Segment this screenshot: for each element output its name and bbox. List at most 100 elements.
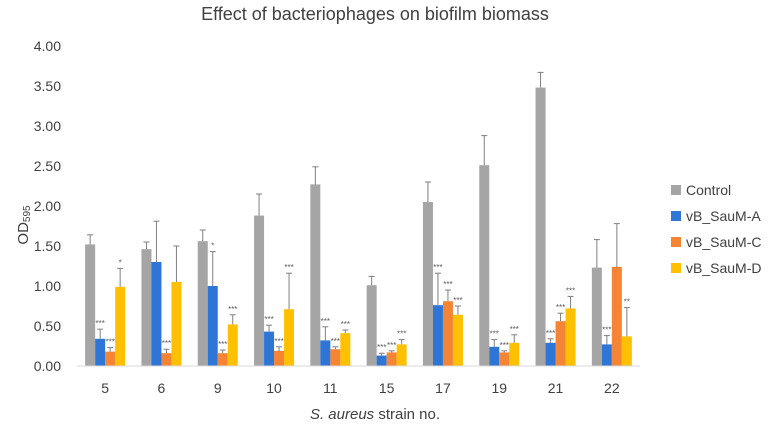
bar-vb-saum-d: [396, 344, 407, 366]
bar-vb-saum-c: [274, 350, 285, 366]
y-tick-label: 0.50: [34, 318, 61, 334]
bar-control: [422, 202, 433, 366]
bar-vb-saum-a: [376, 355, 387, 366]
x-axis-label-italic: S. aureus: [310, 406, 375, 423]
legend-label: Control: [686, 182, 731, 198]
x-axis-label-rest: strain no.: [374, 406, 440, 423]
legend-label: vB_SauM-D: [686, 260, 761, 276]
significance-label: ***: [602, 326, 611, 335]
significance-label: ***: [228, 305, 237, 314]
bar-control: [366, 285, 377, 366]
bar-vb-saum-c: [217, 353, 228, 366]
x-tick-label: 5: [101, 380, 109, 396]
x-tick-label: 15: [379, 380, 395, 396]
y-tick-label: 2.50: [34, 158, 61, 174]
bar-vb-saum-d: [115, 286, 126, 366]
significance-label: ***: [546, 329, 555, 338]
x-tick-label: 22: [604, 380, 620, 396]
legend-swatch: [671, 211, 681, 221]
bar-vb-saum-c: [330, 349, 341, 366]
x-axis-label: S. aureus strain no.: [310, 406, 440, 423]
bar-vb-saum-a: [432, 305, 443, 366]
bar-vb-saum-d: [284, 309, 295, 366]
significance-label: ***: [387, 341, 396, 350]
bar-vb-saum-a: [545, 342, 556, 366]
significance-label: ***: [331, 337, 340, 346]
bars-group: ************************************** **…: [85, 71, 632, 366]
bar-vb-saum-d: [509, 342, 520, 366]
significance-label: ***: [490, 330, 499, 339]
bar-control: [310, 184, 321, 366]
significance-label: *: [211, 242, 214, 251]
bar-vb-saum-a: [601, 344, 612, 366]
significance-label: ***: [284, 263, 293, 272]
significance-label: ***: [500, 341, 509, 350]
legend-label: vB_SauM-A: [686, 208, 761, 224]
significance-label: ***: [556, 303, 565, 312]
x-tick-label: 17: [435, 380, 451, 396]
bar-vb-saum-c: [161, 353, 172, 366]
x-tick-label: 21: [548, 380, 564, 396]
bar-vb-saum-d: [340, 333, 351, 366]
legend-label: vB_SauM-C: [686, 234, 761, 250]
bar-vb-saum-a: [95, 338, 106, 366]
significance-label: *: [119, 258, 122, 267]
bar-vb-saum-d: [565, 308, 576, 366]
y-tick-label: 4.00: [34, 38, 61, 54]
y-axis-label-subscript: 595: [22, 205, 33, 222]
significance-label: ***: [377, 343, 386, 352]
significance-label: ***: [341, 320, 350, 329]
bar-control: [197, 241, 208, 366]
x-tick-label: 11: [323, 380, 338, 396]
bar-vb-saum-a: [320, 340, 331, 366]
bar-control: [254, 215, 265, 366]
x-tick-label: 10: [266, 380, 282, 396]
significance-label: ***: [443, 280, 452, 289]
significance-label: ***: [162, 339, 171, 348]
bar-vb-saum-a: [489, 346, 500, 366]
y-tick-label: 1.00: [34, 278, 61, 294]
significance-label: ***: [397, 330, 406, 339]
significance-label: ***: [264, 315, 273, 324]
significance-label: ***: [453, 296, 462, 305]
bar-vb-saum-a: [264, 331, 275, 366]
bar-vb-saum-d: [452, 314, 463, 366]
bar-vb-saum-a: [151, 262, 162, 366]
significance-label: ***: [566, 286, 575, 295]
bar-control: [535, 87, 546, 366]
significance-label: **: [624, 298, 630, 307]
bar-vb-saum-a: [207, 286, 218, 366]
chart-title: Effect of bacteriophages on biofilm biom…: [201, 4, 549, 24]
bar-control: [141, 249, 152, 366]
bar-vb-saum-c: [442, 301, 453, 366]
x-tick-label: 19: [491, 380, 507, 396]
bar-control: [85, 244, 96, 366]
significance-label: ***: [105, 338, 114, 347]
x-tick-label: 6: [158, 380, 166, 396]
x-axis-ticks: 5 6 9 10 11 15 17 19 21 22: [101, 380, 620, 396]
bar-vb-saum-d: [621, 336, 632, 366]
y-tick-label: 3.50: [34, 78, 61, 94]
bar-vb-saum-c: [555, 321, 566, 366]
significance-label: ***: [321, 317, 330, 326]
y-axis-label-main: OD: [15, 222, 32, 245]
bar-control: [591, 267, 602, 366]
bar-vb-saum-c: [105, 351, 116, 366]
y-tick-label: 3.00: [34, 118, 61, 134]
bar-vb-saum-d: [171, 282, 182, 366]
legend-swatch: [671, 185, 681, 195]
bar-vb-saum-c: [611, 266, 622, 366]
significance-label: ***: [510, 325, 519, 334]
significance-label: ***: [95, 319, 104, 328]
bar-vb-saum-c: [386, 352, 397, 366]
y-axis-ticks: 0.00 0.50 1.00 1.50 2.00 2.50 3.00 3.50 4.00: [34, 38, 61, 374]
bar-vb-saum-d: [227, 324, 238, 366]
y-axis-label: OD595: [15, 205, 33, 245]
legend: Control vB_SauM-A vB_SauM-C vB_SauM-D: [671, 182, 761, 276]
x-tick-label: 9: [214, 380, 222, 396]
y-tick-label: 1.50: [34, 238, 61, 254]
significance-label: ***: [433, 263, 442, 272]
y-tick-label: 2.00: [34, 198, 61, 214]
significance-label: ***: [218, 340, 227, 349]
